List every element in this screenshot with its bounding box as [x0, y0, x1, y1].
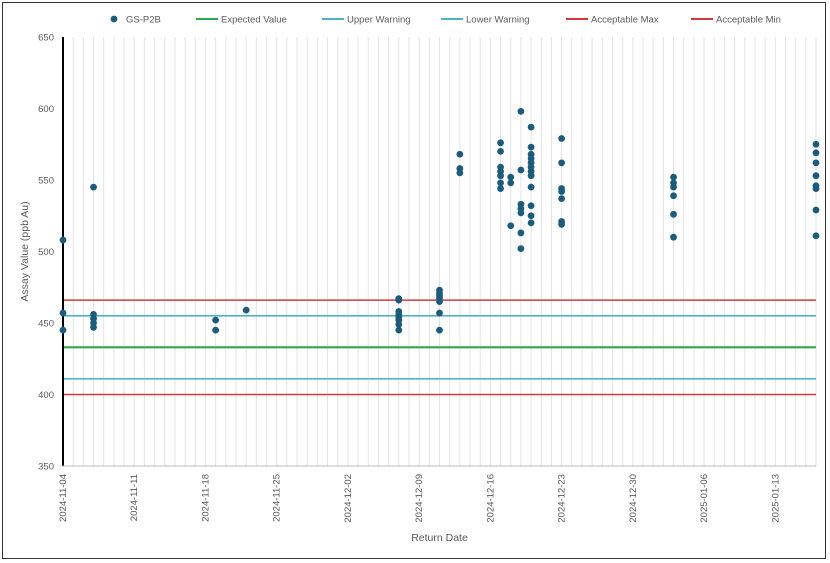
y-tick-label: 500	[38, 247, 54, 258]
data-point	[812, 232, 820, 240]
x-tick-label: 2024-11-11	[129, 474, 140, 521]
vertical-gridlines	[72, 37, 817, 466]
x-tick-label: 2025-01-13	[770, 474, 781, 523]
data-point	[212, 316, 220, 324]
data-point	[527, 143, 535, 151]
x-axis-title: Return Date	[411, 532, 468, 544]
data-point	[670, 192, 677, 200]
x-tick-label: 2024-11-04	[58, 474, 69, 522]
data-point	[497, 172, 504, 180]
data-point	[670, 233, 677, 241]
y-tick-label: 600	[38, 104, 54, 115]
data-point	[670, 210, 677, 218]
x-tick-label: 2024-12-23	[557, 474, 568, 523]
data-point	[558, 220, 566, 228]
data-point	[212, 326, 220, 334]
data-point	[497, 139, 504, 147]
data-point	[436, 309, 443, 317]
legend-label-acceptable-max: Acceptable Max	[591, 15, 659, 26]
x-tick-label: 2024-12-02	[343, 474, 354, 523]
data-point	[59, 236, 67, 244]
data-point	[395, 296, 403, 304]
data-point	[507, 179, 515, 187]
data-point	[517, 107, 525, 115]
data-point	[90, 183, 97, 191]
legend-label-expected-value: Expected Value	[221, 15, 287, 26]
data-point	[507, 173, 515, 181]
data-point	[497, 185, 504, 192]
data-point	[812, 172, 820, 180]
data-point	[527, 212, 535, 220]
data-point	[395, 326, 403, 334]
legend-marker-gs-p2b	[110, 15, 118, 23]
data-point	[527, 123, 535, 131]
legend-label-upper-warning: Upper Warning	[347, 15, 411, 26]
y-tick-label: 450	[38, 319, 54, 330]
x-tick-label: 2024-12-30	[628, 474, 639, 523]
x-tick-label: 2024-12-16	[485, 474, 496, 523]
data-point	[558, 195, 566, 202]
y-tick-label: 400	[38, 390, 54, 401]
data-point	[517, 166, 525, 174]
legend: GS-P2B Expected Value Upper Warning Lower W…	[110, 15, 781, 26]
data-point	[456, 169, 464, 177]
data-point	[527, 219, 535, 227]
data-point	[670, 183, 677, 191]
data-point	[558, 135, 566, 142]
data-point	[812, 140, 820, 148]
data-points	[59, 107, 820, 334]
x-tick-label: 2024-12-09	[414, 474, 425, 523]
data-point	[456, 150, 464, 158]
x-tick-label: 2025-01-06	[699, 474, 710, 523]
x-tick-labels: 2024-11-04 2024-11-11 2024-11-18 2024-11-25…	[58, 474, 781, 523]
data-point	[497, 179, 504, 187]
data-point	[812, 149, 820, 157]
legend-label-acceptable-min: Acceptable Min	[716, 15, 781, 26]
data-point	[507, 222, 515, 230]
data-point	[59, 309, 67, 317]
data-point	[242, 306, 250, 314]
data-point	[527, 172, 535, 180]
data-point	[436, 298, 443, 305]
y-tick-label: 650	[38, 33, 54, 44]
y-tick-label: 350	[38, 462, 54, 473]
data-point	[395, 321, 403, 328]
data-point	[812, 206, 820, 214]
x-tick-label: 2024-11-25	[272, 474, 283, 522]
data-point	[558, 159, 566, 167]
data-point	[812, 159, 820, 167]
y-tick-label: 550	[38, 176, 54, 187]
data-point	[90, 323, 97, 331]
y-axis-title: Assay Value (ppb Au)	[19, 201, 31, 301]
data-point	[527, 183, 535, 191]
data-point	[558, 188, 566, 195]
data-point	[59, 326, 67, 334]
data-point	[517, 245, 525, 253]
data-point	[527, 202, 535, 210]
data-point	[517, 229, 525, 237]
data-point	[436, 326, 443, 334]
y-tick-labels: 350 400 450 500 550 600 650	[38, 33, 54, 473]
data-point	[497, 148, 504, 155]
data-point	[670, 173, 677, 181]
legend-label-gs-p2b: GS-P2B	[126, 15, 161, 26]
data-point	[812, 185, 820, 192]
x-tick-label: 2024-11-18	[200, 474, 211, 522]
legend-label-lower-warning: Lower Warning	[466, 15, 530, 26]
data-point	[517, 209, 525, 217]
